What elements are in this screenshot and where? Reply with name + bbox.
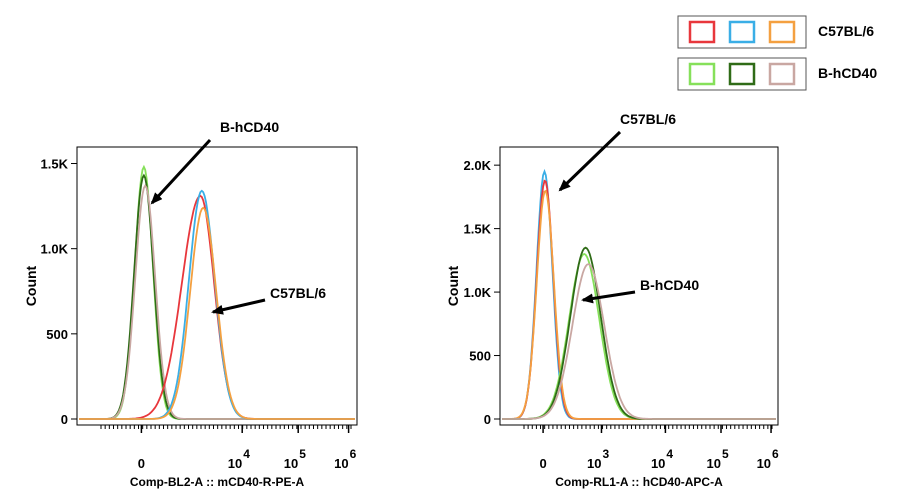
x-tick-label: 10	[651, 456, 665, 471]
y-axis-label: Count	[23, 265, 39, 306]
x-tick-exponent: 5	[299, 447, 306, 461]
plot-frame	[76, 146, 358, 426]
y-tick-label: 500	[469, 349, 491, 364]
histogram-series-b-hcd40	[502, 263, 776, 420]
y-tick-label: 2.0K	[464, 158, 492, 173]
annotation-arrow-hcd40	[581, 290, 636, 304]
y-tick-label: 1.5K	[41, 157, 69, 172]
x-tick-label: 10	[757, 456, 771, 471]
legend-swatch	[768, 20, 796, 44]
x-tick-exponent: 3	[602, 447, 609, 461]
x-tick-exponent: 6	[350, 447, 357, 461]
histogram-series-c57bl-6	[502, 179, 776, 420]
annotation-label-c57: C57BL/6	[620, 111, 676, 127]
legend-swatch	[728, 20, 756, 44]
annotation-label-hcd40: B-hCD40	[220, 119, 279, 135]
x-tick-label: 0	[539, 456, 546, 471]
annotation-arrow-c57	[558, 130, 622, 192]
annotation-label-hcd40: B-hCD40	[640, 277, 699, 293]
histogram-series-b-hcd40	[502, 252, 776, 420]
histogram-series-c57bl-6	[502, 189, 776, 420]
y-tick-label: 500	[46, 327, 68, 342]
annotation-arrow-c57	[211, 298, 266, 315]
histogram-series-b-hcd40	[502, 246, 776, 420]
plot-frame	[499, 146, 779, 426]
x-tick-exponent: 6	[772, 447, 779, 461]
x-tick-label: 10	[228, 456, 242, 471]
y-tick-label: 1.0K	[464, 285, 492, 300]
x-tick-label: 10	[707, 456, 721, 471]
y-axis: 0 500 1.0K 1.5K 2.0K	[464, 158, 500, 427]
y-axis-label: Count	[445, 265, 461, 306]
y-tick-label: 0	[61, 412, 68, 427]
x-tick-label: 10	[587, 456, 601, 471]
legend-label-c57: C57BL/6	[818, 23, 874, 39]
x-tick-label: 0	[138, 456, 145, 471]
legend-swatch	[728, 62, 756, 86]
annotation-label-c57: C57BL/6	[270, 285, 326, 301]
x-tick-label: 10	[334, 456, 348, 471]
legend-label-hcd40: B-hCD40	[818, 65, 877, 81]
annotation-arrow-hcd40	[150, 138, 212, 205]
y-tick-label: 1.5K	[464, 222, 492, 237]
x-tick-exponent: 5	[722, 447, 729, 461]
legend-swatch	[688, 62, 716, 86]
legend-swatch	[688, 20, 716, 44]
histogram-curves	[79, 164, 355, 420]
x-tick-label: 10	[284, 456, 298, 471]
legend: C57BL/6 B-hCD40	[677, 15, 877, 91]
histogram-series-c57bl-6	[502, 168, 776, 420]
y-tick-label: 1.0K	[41, 242, 69, 257]
y-tick-label: 0	[484, 412, 491, 427]
y-axis: 0 500 1.0K 1.5K	[41, 157, 77, 427]
legend-swatch	[768, 62, 796, 86]
x-tick-exponent: 4	[243, 447, 250, 461]
x-tick-exponent: 4	[666, 447, 673, 461]
histogram-curves	[502, 168, 776, 420]
x-axis-label: Comp-BL2-A :: mCD40-R-PE-A	[130, 475, 305, 489]
histogram-series-c57bl-6	[79, 206, 355, 420]
x-axis-label: Comp-RL1-A :: hCD40-APC-A	[555, 475, 723, 489]
